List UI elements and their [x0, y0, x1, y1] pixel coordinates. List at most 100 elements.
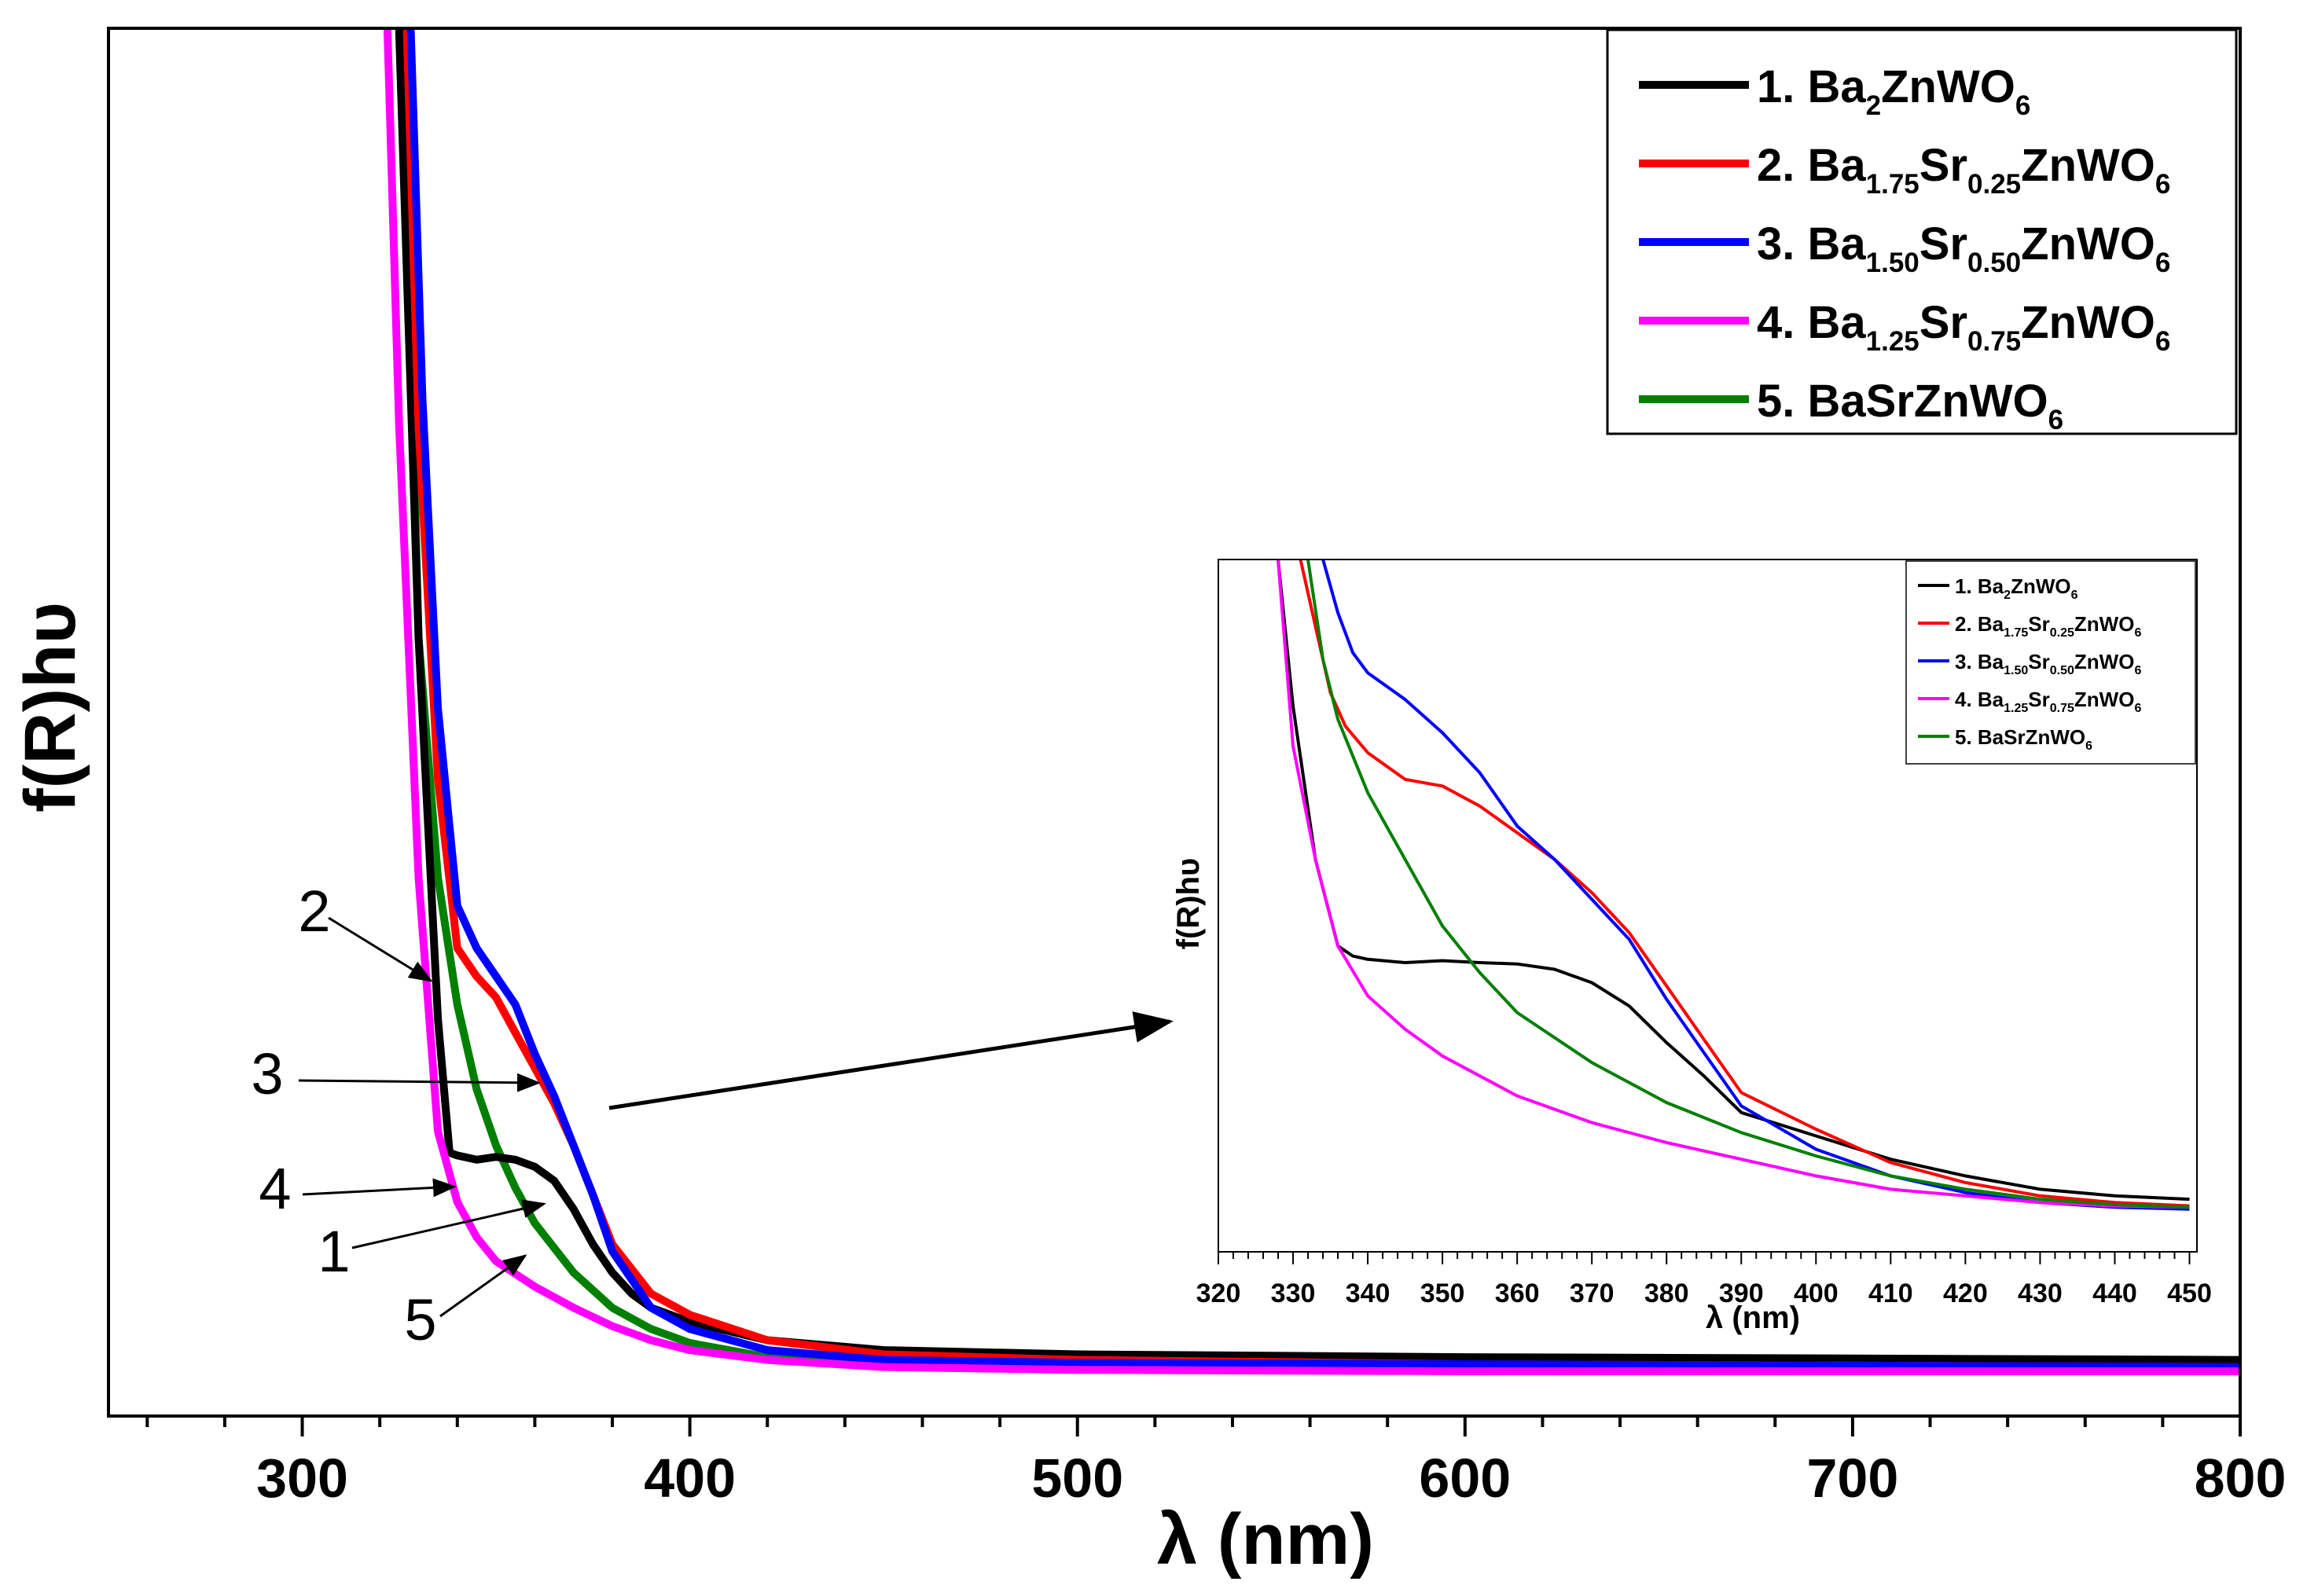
main-series-line-4: [384, 30, 2239, 1375]
main-legend-label-4-part-4: ZnWO: [2021, 297, 2155, 348]
inset-x-axis-label: λ (nm): [1706, 1301, 1800, 1335]
inset-legend-label-3-part-1: 1.50: [2004, 664, 2028, 677]
main-legend-label-3-part-2: Sr: [1919, 218, 1967, 270]
main-legend-label-2-part-0: 2. Ba: [1757, 140, 1866, 191]
inset-legend-label-3-part-2: Sr: [2028, 650, 2049, 673]
main-x-tick-label-500: 500: [1031, 1447, 1123, 1509]
main-plot: 300 400 500 600 700 800 λ (nm) f(R)hυ 2 3 415 1. Ba…: [10, 27, 2286, 1579]
inset-legend-label-1-part-3: 6: [2071, 589, 2078, 602]
main-legend-label-3-part-1: 1.50: [1866, 248, 1919, 278]
inset-x-tick-label-350: 350: [1420, 1279, 1465, 1308]
inset-legend-label-2-part-1: 1.75: [2004, 626, 2028, 640]
inset-x-tick-label-420: 420: [1943, 1279, 1988, 1308]
inset-series-group: [1277, 560, 2190, 1211]
main-legend-label-4-part-3: 0.75: [1967, 326, 2021, 357]
inset-legend-label-3-part-0: 3. Ba: [1955, 650, 2004, 673]
inset-legend-label-2-part-0: 2. Ba: [1955, 612, 2004, 636]
inset-legend-label-5-part-0: 5. BaSrZnWO: [1955, 725, 2085, 749]
inset-plot: 320 330 340 350 360 370 380 390 400 410 420 430 440 4…: [1171, 559, 2212, 1335]
inset-legend-label-2-part-5: 6: [2134, 626, 2141, 640]
inset-legend-label-4-part-2: Sr: [2028, 688, 2049, 711]
inset-x-tick-label-400: 400: [1794, 1279, 1839, 1308]
inset-x-tick-label-320: 320: [1196, 1279, 1241, 1308]
main-legend-label-1-part-3: 6: [2015, 90, 2030, 121]
inset-legend-label-4: 4. Ba1.25Sr0.75ZnWO6: [1955, 688, 2141, 715]
annotation-label-3: 3: [251, 1041, 283, 1106]
main-legend-label-4: 4. Ba1.25Sr0.75ZnWO6: [1757, 297, 2170, 357]
main-legend-label-5: 5. BaSrZnWO6: [1757, 376, 2063, 435]
main-legend-label-5-part-0: 5. BaSrZnWO: [1757, 376, 2048, 427]
main-legend-label-1-part-0: 1. Ba: [1757, 61, 1866, 112]
inset-legend-label-2-part-4: ZnWO: [2074, 612, 2135, 636]
annotation-label-4: 4: [259, 1156, 291, 1221]
annotation-label-2: 2: [298, 879, 330, 944]
annotation-arrow-5: [439, 1254, 527, 1318]
inset-legend-label-4-part-1: 1.25: [2004, 702, 2028, 715]
main-legend-label-3-part-5: 6: [2155, 248, 2170, 278]
inset-x-tick-label-440: 440: [2092, 1279, 2137, 1308]
main-x-axis-label: λ (nm): [1157, 1499, 1374, 1579]
main-legend-label-2-part-3: 0.25: [1967, 169, 2021, 200]
inset-x-tick-label-360: 360: [1495, 1279, 1540, 1308]
inset-x-tick-label-430: 430: [2018, 1279, 2063, 1308]
inset-series-line-2: [1299, 560, 2190, 1208]
inset-x-tick-label-370: 370: [1570, 1279, 1615, 1308]
inset-x-tick-label-390: 390: [1719, 1279, 1764, 1308]
inset-series-line-1: [1277, 560, 2190, 1202]
main-legend-label-2-part-5: 6: [2155, 169, 2170, 200]
inset-x-tick-label-450: 450: [2167, 1279, 2212, 1308]
inset-legend-label-1-part-1: 2: [2004, 589, 2011, 602]
inset-legend-label-1-part-0: 1. Ba: [1955, 574, 2004, 598]
main-legend-label-2: 2. Ba1.75Sr0.25ZnWO6: [1757, 140, 2170, 200]
annotation-label-5: 5: [404, 1287, 436, 1352]
annotation-arrow-4: [302, 1178, 457, 1198]
main-legend-label-3-part-3: 0.50: [1967, 248, 2021, 278]
main-legend-label-3: 3. Ba1.50Sr0.50ZnWO6: [1757, 218, 2170, 278]
main-legend-label-2-part-2: Sr: [1919, 140, 1967, 191]
inset-legend-label-4-part-4: ZnWO: [2074, 688, 2135, 711]
inset-legend-label-1-part-2: ZnWO: [2011, 574, 2071, 598]
annotation-label-1: 1: [318, 1219, 350, 1284]
inset-x-tick-label-340: 340: [1346, 1279, 1390, 1308]
inset-legend-label-5: 5. BaSrZnWO6: [1955, 725, 2092, 753]
main-x-tick-label-600: 600: [1419, 1447, 1511, 1509]
inset-x-tick-label-410: 410: [1868, 1279, 1913, 1308]
main-legend-label-1: 1. Ba2ZnWO6: [1757, 61, 2030, 121]
inset-legend-label-2-part-2: Sr: [2028, 612, 2049, 636]
main-legend-label-3-part-0: 3. Ba: [1757, 218, 1866, 270]
inset-x-tick-label-330: 330: [1271, 1279, 1316, 1308]
main-legend-label-1-part-1: 2: [1866, 90, 1881, 121]
main-x-tick-label-400: 400: [644, 1447, 736, 1509]
inset-legend-label-4-part-3: 0.75: [2050, 702, 2074, 715]
main-legend-label-2-part-4: ZnWO: [2021, 140, 2155, 191]
inset-legend-label-3: 3. Ba1.50Sr0.50ZnWO6: [1955, 650, 2141, 677]
main-legend-box: [1606, 28, 2238, 435]
main-legend-label-4-part-0: 4. Ba: [1757, 297, 1866, 348]
inset-series-line-5: [1306, 560, 2190, 1209]
inset-legend-label-5-part-1: 6: [2085, 739, 2092, 753]
main-series-group: [384, 30, 2239, 1375]
main-x-tick-label-300: 300: [256, 1447, 348, 1509]
inset-series-line-3: [1321, 560, 2190, 1211]
main-y-axis-label: f(R)hυ: [10, 602, 90, 813]
main-plot-frame: [107, 27, 2242, 1418]
annotation-arrow-1: [351, 1199, 546, 1249]
main-series-line-1: [395, 30, 2239, 1364]
inset-y-axis-label: f(R)hυ: [1171, 858, 1206, 950]
main-legend-label-4-part-2: Sr: [1919, 297, 1967, 348]
main-series-line-3: [406, 30, 2239, 1371]
inset-legend-label-3-part-3: 0.50: [2050, 664, 2074, 677]
main-legend-label-4-part-5: 6: [2155, 326, 2170, 357]
annotation-arrow-2: [328, 916, 433, 982]
inset-legend-box: [1905, 560, 2196, 765]
main-legend-label-4-part-1: 1.25: [1866, 326, 1919, 357]
annotation-arrow-3: [298, 1073, 541, 1092]
inset-series-line-4: [1277, 560, 2190, 1209]
inset-legend-label-4-part-0: 4. Ba: [1955, 688, 2004, 711]
inset-x-tick-label-380: 380: [1644, 1279, 1689, 1308]
main-legend-label-5-part-1: 6: [2048, 405, 2063, 435]
